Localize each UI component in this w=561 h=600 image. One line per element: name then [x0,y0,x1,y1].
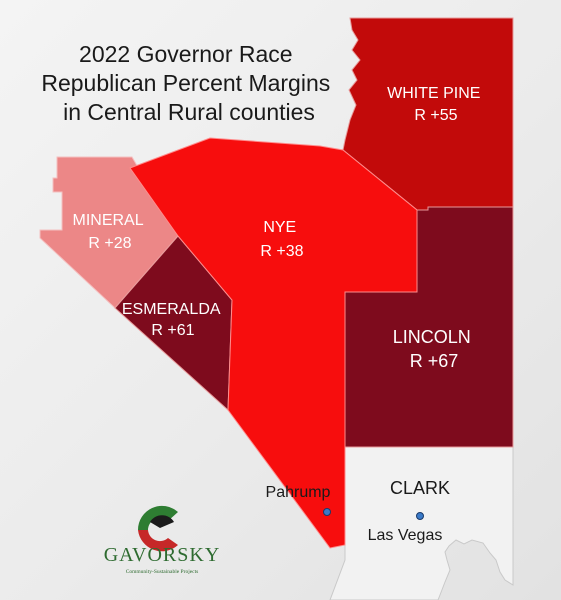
title-line-1: 2022 Governor Race [79,41,293,67]
nye-margin: R +38 [260,243,303,260]
las-vegas-dot[interactable] [416,512,424,520]
white-pine-margin: R +55 [414,107,457,124]
logo-wordmark: GAVORSKY [104,544,221,566]
logo-tagline: Community-Sustainable Projects [126,569,199,575]
title-line-2: Republican Percent Margins [41,70,330,96]
label-esmeralda: ESMERALDA R +61 [122,301,224,339]
las-vegas-label: Las Vegas [368,527,443,544]
gavorsky-logo: GAVORSKY Community-Sustainable Projects [104,505,221,575]
label-clark: CLARK [390,478,450,498]
esmeralda-name: ESMERALDA [122,301,221,318]
esmeralda-margin: R +61 [151,322,194,339]
nye-name: NYE [263,219,296,236]
lincoln-margin: R +67 [410,351,459,371]
label-mineral: MINERAL R +28 [73,212,148,252]
pahrump-label: Pahrump [266,484,331,501]
label-lincoln: LINCOLN R +67 [393,327,475,371]
county-nye[interactable] [129,137,418,549]
white-pine-name: WHITE PINE [387,85,480,102]
map-title: 2022 Governor Race Republican Percent Ma… [41,41,336,125]
mineral-margin: R +28 [88,235,131,252]
label-white-pine: WHITE PINE R +55 [387,85,485,124]
logo-icon [137,505,178,552]
label-nye: NYE R +38 [260,219,303,260]
mineral-name: MINERAL [73,212,144,229]
county-clark[interactable] [329,446,514,600]
lincoln-name: LINCOLN [393,327,471,347]
title-line-3: in Central Rural counties [63,99,315,125]
pahrump-dot[interactable] [323,508,331,516]
